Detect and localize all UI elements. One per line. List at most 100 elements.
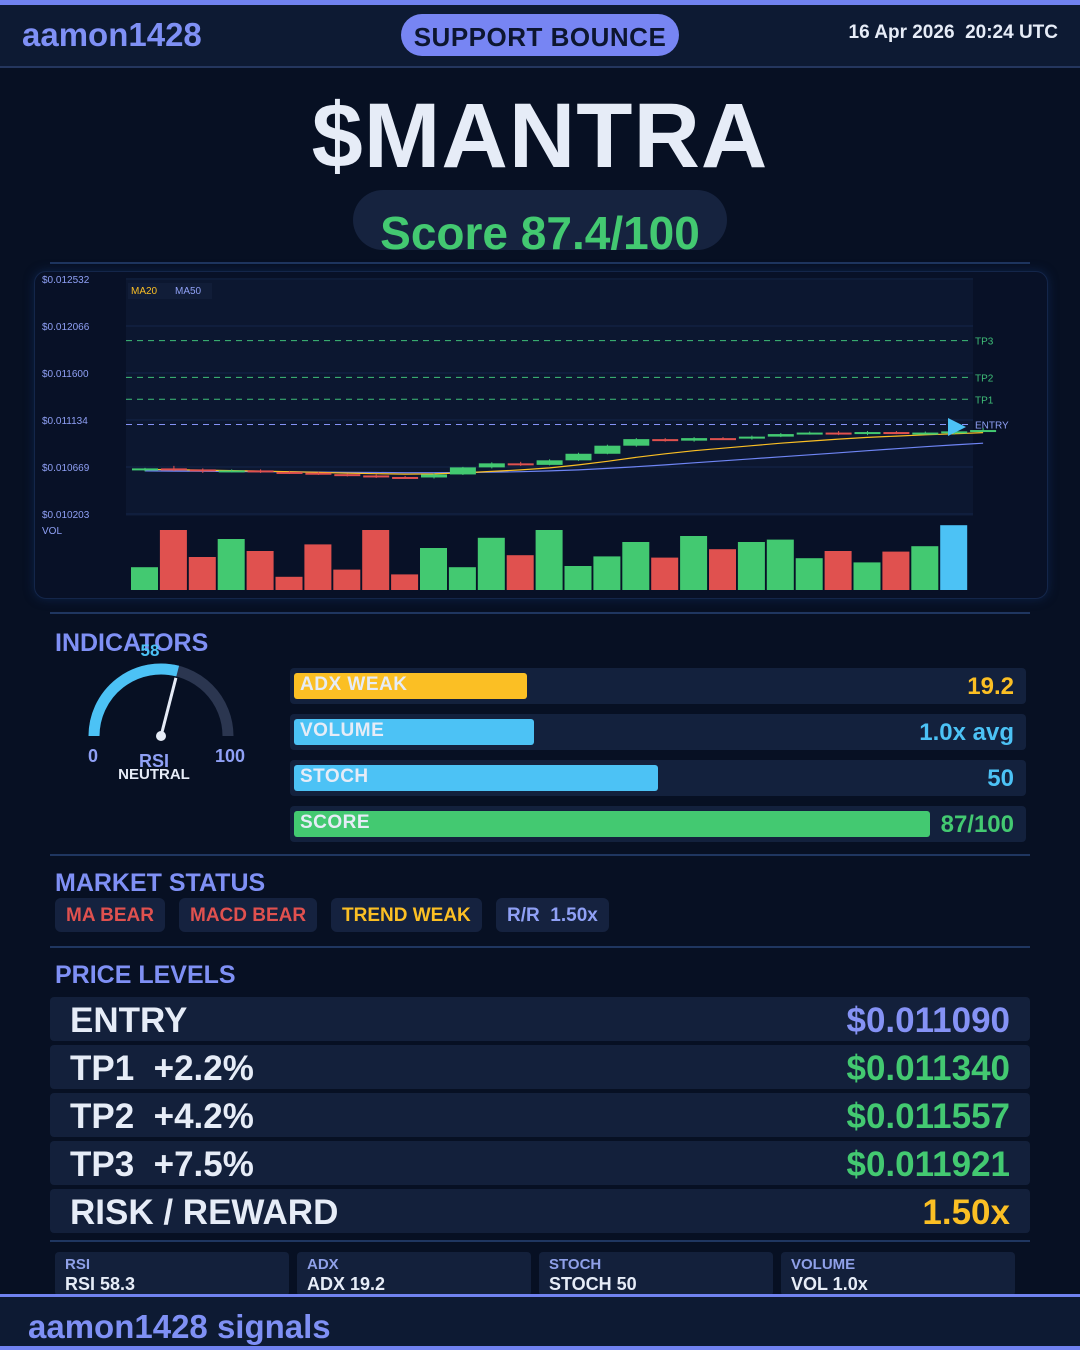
volume-bar — [622, 542, 649, 590]
chip-ma-bear: MA BEAR — [55, 898, 165, 932]
level-tp3-value: $0.011921 — [846, 1145, 1010, 1185]
level-tp2-label: TP2 +4.2% — [70, 1097, 254, 1137]
candle-body — [883, 432, 909, 434]
volume-bar — [276, 577, 303, 590]
rsi-value: 58 — [141, 641, 160, 660]
stat-rsi: RSI RSI 58.3 — [55, 1252, 289, 1296]
level-tp2-value: $0.011557 — [846, 1097, 1010, 1137]
candle-body — [768, 434, 794, 437]
volume-bar — [709, 549, 736, 590]
candle-body — [566, 454, 592, 461]
volume-bar — [160, 530, 187, 590]
volume-bar — [189, 557, 216, 590]
stat-stoch-value: STOCH 50 — [549, 1274, 637, 1295]
adx-bar: ADX WEAK 19.2 — [290, 668, 1026, 704]
level-rr-label: RISK / REWARD — [70, 1193, 338, 1233]
rsi-needle-pivot — [156, 731, 166, 741]
stoch-bar: STOCH 50 — [290, 760, 1026, 796]
volume-bar — [247, 551, 274, 590]
stat-adx: ADX ADX 19.2 — [297, 1252, 531, 1296]
y-tick-label: $0.010669 — [42, 463, 90, 474]
volume-bar — [911, 546, 938, 590]
y-tick-label: $0.012532 — [42, 275, 90, 286]
volume-bar — [940, 525, 967, 590]
candle-body — [248, 470, 274, 472]
candle-body — [739, 437, 765, 439]
stat-rsi-title: RSI — [65, 1256, 90, 1273]
candle-body — [219, 470, 245, 472]
level-tag-tp1: TP1 — [975, 395, 994, 406]
y-tick-label: $0.010203 — [42, 510, 90, 521]
candle-body — [132, 468, 158, 470]
level-entry-label: ENTRY — [70, 1001, 187, 1041]
volume-bar — [565, 566, 592, 590]
volume-bar — [854, 562, 881, 590]
score-bar-label: SCORE — [300, 812, 370, 834]
legend-ma50: MA50 — [175, 286, 202, 297]
candle-body — [826, 433, 852, 435]
volume-bar — [882, 552, 909, 590]
volume-bar — [131, 567, 158, 590]
rsi-needle — [161, 678, 176, 736]
level-tag-entry: ENTRY — [975, 421, 1009, 432]
price-levels-title: PRICE LEVELS — [55, 961, 236, 990]
level-entry: ENTRY $0.011090 — [50, 997, 1030, 1041]
level-risk-reward: RISK / REWARD 1.50x — [50, 1189, 1030, 1233]
adx-bar-label: ADX WEAK — [300, 674, 407, 696]
footer-brand: aamon1428 signals — [28, 1308, 331, 1346]
stoch-bar-label: STOCH — [300, 766, 369, 788]
candle-body — [508, 463, 534, 465]
rsi-gauge-track — [94, 669, 228, 736]
vol-axis-label: VOL — [42, 526, 62, 537]
candle-body — [161, 468, 187, 470]
candle-body — [277, 472, 303, 474]
level-entry-value: $0.011090 — [846, 1001, 1010, 1041]
chip-risk-reward: R/R 1.50x — [496, 898, 609, 932]
score-bar-value: 87/100 — [941, 811, 1014, 839]
stat-volume-title: VOLUME — [791, 1256, 855, 1273]
volume-bar — [767, 540, 794, 590]
stat-volume-value: VOL 1.0x — [791, 1274, 868, 1295]
volume-bar — [680, 536, 707, 590]
y-tick-label: $0.012066 — [42, 322, 90, 333]
level-tp2: TP2 +4.2% $0.011557 — [50, 1093, 1030, 1137]
adx-bar-value: 19.2 — [967, 673, 1014, 701]
rsi-min-label: 0 — [88, 746, 98, 766]
candle-body — [594, 446, 620, 454]
candle-body — [681, 438, 707, 441]
candle-body — [912, 433, 938, 435]
volume-bar — [362, 530, 389, 590]
rsi-max-label: 100 — [215, 746, 245, 766]
rsi-gauge: 58 0 100 RSI NEUTRAL — [76, 640, 256, 790]
candle-body — [305, 473, 331, 475]
volume-bar — [420, 548, 447, 590]
volume-bar — [651, 558, 678, 590]
rsi-gauge-fill — [94, 669, 178, 736]
candle-body — [479, 463, 505, 467]
legend-ma20: MA20 — [131, 286, 158, 297]
candle-body — [855, 432, 881, 434]
candle-body — [623, 439, 649, 446]
candle-body — [537, 460, 563, 465]
candle-body — [190, 469, 216, 471]
volume-bar — [391, 574, 418, 590]
volume-bar-label: VOLUME — [300, 720, 384, 742]
volume-bar: VOLUME 1.0x avg — [290, 714, 1026, 750]
level-tp3: TP3 +7.5% $0.011921 — [50, 1141, 1030, 1185]
volume-bar — [218, 539, 245, 590]
stat-adx-value: ADX 19.2 — [307, 1274, 385, 1295]
level-tag-tp3: TP3 — [975, 337, 994, 348]
volume-bar — [478, 538, 505, 590]
volume-bar — [536, 530, 563, 590]
volume-bar — [449, 567, 476, 590]
price-chart: $0.012532 $0.012066 $0.011600 $0.011134 $0.0… — [0, 0, 1080, 600]
stat-stoch: STOCH STOCH 50 — [539, 1252, 773, 1296]
candle-body — [652, 439, 678, 441]
level-tag-tp2: TP2 — [975, 373, 994, 384]
stoch-bar-value: 50 — [987, 765, 1014, 793]
level-tp1-value: $0.011340 — [846, 1049, 1010, 1089]
level-rr-value: 1.50x — [922, 1193, 1010, 1233]
volume-bar — [825, 551, 852, 590]
stat-volume: VOLUME VOL 1.0x — [781, 1252, 1015, 1296]
candle-body — [797, 433, 823, 435]
